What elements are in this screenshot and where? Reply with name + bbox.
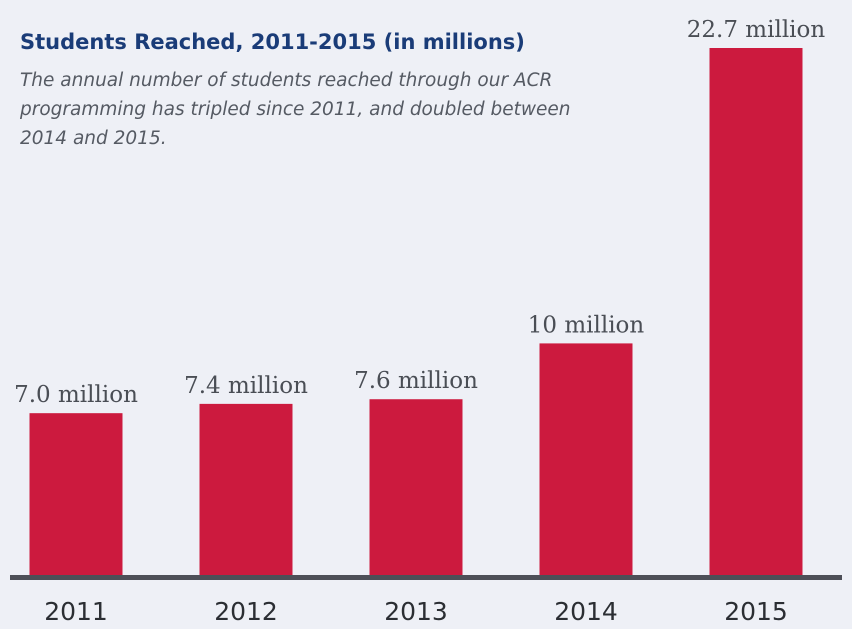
chart-subtitle: The annual number of students reached th… xyxy=(20,70,571,149)
data-label-2011: 7.0 million xyxy=(14,382,138,408)
bar-2013 xyxy=(369,399,463,576)
data-label-2015: 22.7 million xyxy=(687,17,826,43)
data-label-2013: 7.6 million xyxy=(354,368,478,394)
chart-title: Students Reached, 2011-2015 (in millions… xyxy=(20,30,525,54)
x-tick-label-2014: 2014 xyxy=(554,597,618,626)
bar-2015 xyxy=(709,48,803,576)
x-tick-label-2015: 2015 xyxy=(724,597,788,626)
data-label-2012: 7.4 million xyxy=(184,373,308,399)
bar-2014 xyxy=(539,343,633,576)
x-tick-label-2012: 2012 xyxy=(214,597,278,626)
bar-2012 xyxy=(199,403,293,576)
x-axis-line xyxy=(10,575,842,580)
x-tick-label-2013: 2013 xyxy=(384,597,448,626)
data-label-2014: 10 million xyxy=(528,312,645,338)
x-tick-label-2011: 2011 xyxy=(44,597,108,626)
bar-2011 xyxy=(29,413,123,576)
